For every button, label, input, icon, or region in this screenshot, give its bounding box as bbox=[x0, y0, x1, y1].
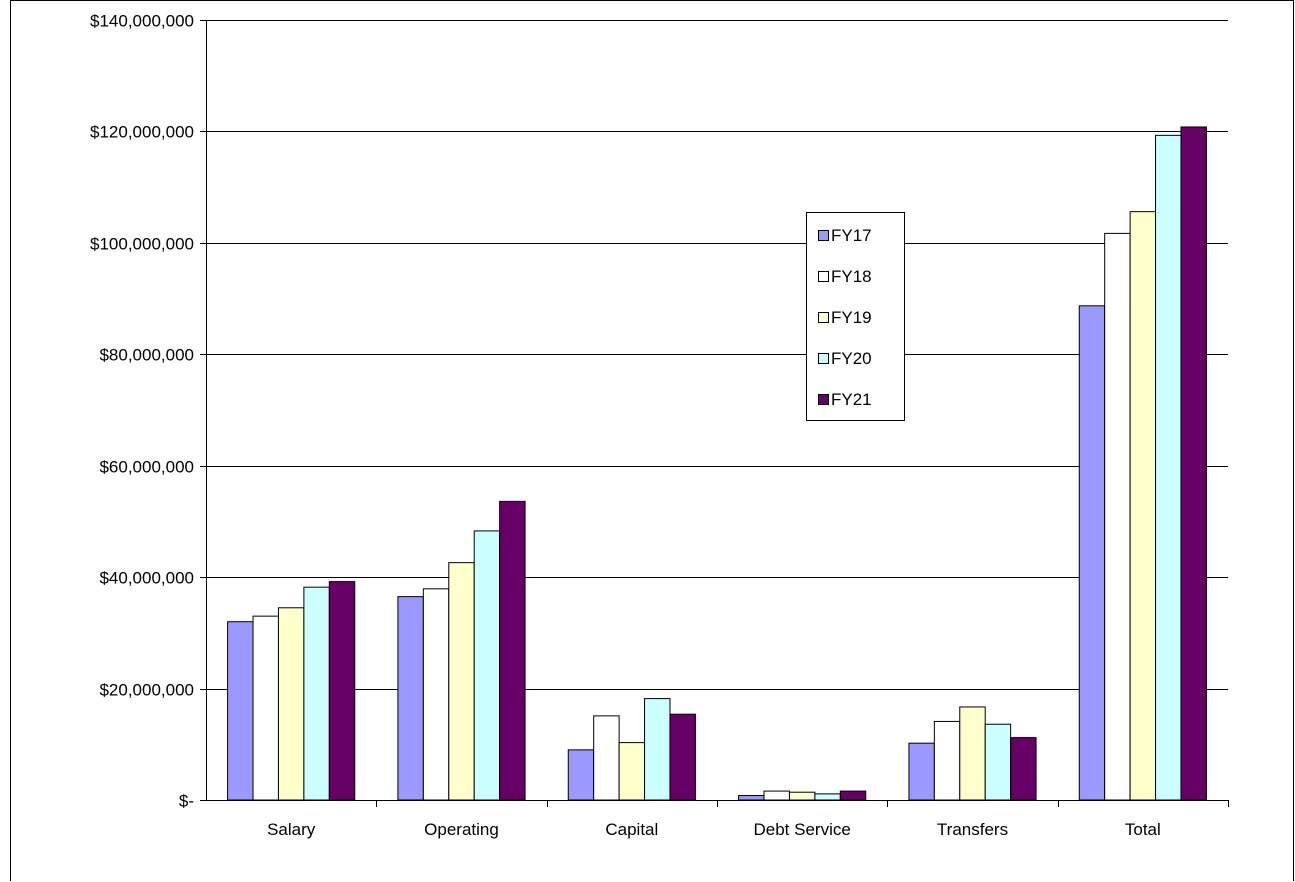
legend-swatch bbox=[818, 394, 829, 405]
bar-fy17-operating bbox=[397, 596, 424, 801]
bar-fy17-capital bbox=[567, 749, 595, 801]
y-tick-label: $140,000,000 bbox=[90, 12, 194, 31]
bar-fy17-debt-service bbox=[738, 795, 765, 801]
legend-swatch bbox=[818, 353, 829, 364]
y-tick-labels: $- $20,000,000 $40,000,000 $60,000,000 $80,0… bbox=[90, 12, 194, 811]
bar-fy18-salary bbox=[252, 615, 279, 801]
bar-fy20-transfers bbox=[984, 723, 1012, 801]
legend: FY17 FY18 FY19 FY20 FY21 bbox=[806, 212, 905, 421]
bar-fy20-debt-service bbox=[814, 793, 841, 801]
y-tick-label: $40,000,000 bbox=[99, 569, 194, 588]
bar-fy18-capital bbox=[593, 715, 620, 801]
bar-fy18-total bbox=[1104, 232, 1131, 801]
bar-fy20-operating bbox=[473, 530, 501, 801]
x-tick-labels: Salary Operating Capital Debt Service Transf… bbox=[267, 820, 1161, 839]
bar-fy21-capital bbox=[669, 713, 696, 801]
bar-fy19-capital bbox=[618, 742, 646, 801]
x-tick-label: Capital bbox=[605, 820, 658, 839]
y-tick-label: $- bbox=[179, 792, 194, 811]
bar-fy18-operating bbox=[422, 588, 450, 801]
x-tick-label: Salary bbox=[267, 820, 316, 839]
gridlines bbox=[206, 20, 1228, 690]
legend-swatch bbox=[818, 271, 829, 282]
bar-fy17-transfers bbox=[908, 742, 935, 801]
legend-label: FY19 bbox=[831, 308, 872, 327]
legend-swatch bbox=[818, 312, 829, 323]
legend-label: FY18 bbox=[831, 267, 872, 286]
bars bbox=[227, 126, 1207, 801]
y-tick-label: $80,000,000 bbox=[99, 346, 194, 365]
bar-fy18-debt-service bbox=[763, 790, 790, 801]
bar-fy21-total bbox=[1180, 126, 1207, 801]
bar-fy17-total bbox=[1078, 305, 1106, 801]
y-tick-label: $100,000,000 bbox=[90, 235, 194, 254]
y-tick-label: $120,000,000 bbox=[90, 123, 194, 142]
bar-fy19-total bbox=[1129, 211, 1157, 801]
chart-frame bbox=[10, 0, 1294, 881]
bar-fy20-total bbox=[1155, 134, 1182, 801]
x-tick-label: Total bbox=[1125, 820, 1161, 839]
legend-label: FY20 bbox=[831, 349, 872, 368]
axes bbox=[200, 20, 1229, 807]
bar-fy21-transfers bbox=[1010, 737, 1037, 801]
x-tick-label: Debt Service bbox=[754, 820, 851, 839]
bar-fy20-salary bbox=[303, 586, 330, 801]
y-tick-label: $60,000,000 bbox=[99, 458, 194, 477]
bar-fy19-debt-service bbox=[788, 791, 816, 801]
bar-fy18-transfers bbox=[933, 720, 961, 801]
legend-swatch bbox=[818, 230, 829, 241]
y-tick-label: $20,000,000 bbox=[99, 681, 194, 700]
bar-fy17-salary bbox=[227, 621, 254, 801]
bar-fy19-salary bbox=[277, 607, 305, 801]
bar-fy20-capital bbox=[644, 698, 671, 801]
x-tick-label: Operating bbox=[424, 820, 499, 839]
bar-fy19-transfers bbox=[959, 706, 986, 801]
x-tick-label: Transfers bbox=[937, 820, 1008, 839]
bar-fy21-debt-service bbox=[839, 790, 867, 801]
legend-label: FY17 bbox=[831, 226, 872, 245]
bar-fy21-salary bbox=[328, 581, 356, 801]
bar-fy19-operating bbox=[448, 562, 475, 801]
bar-fy21-operating bbox=[499, 500, 526, 801]
legend-label: FY21 bbox=[831, 390, 872, 409]
